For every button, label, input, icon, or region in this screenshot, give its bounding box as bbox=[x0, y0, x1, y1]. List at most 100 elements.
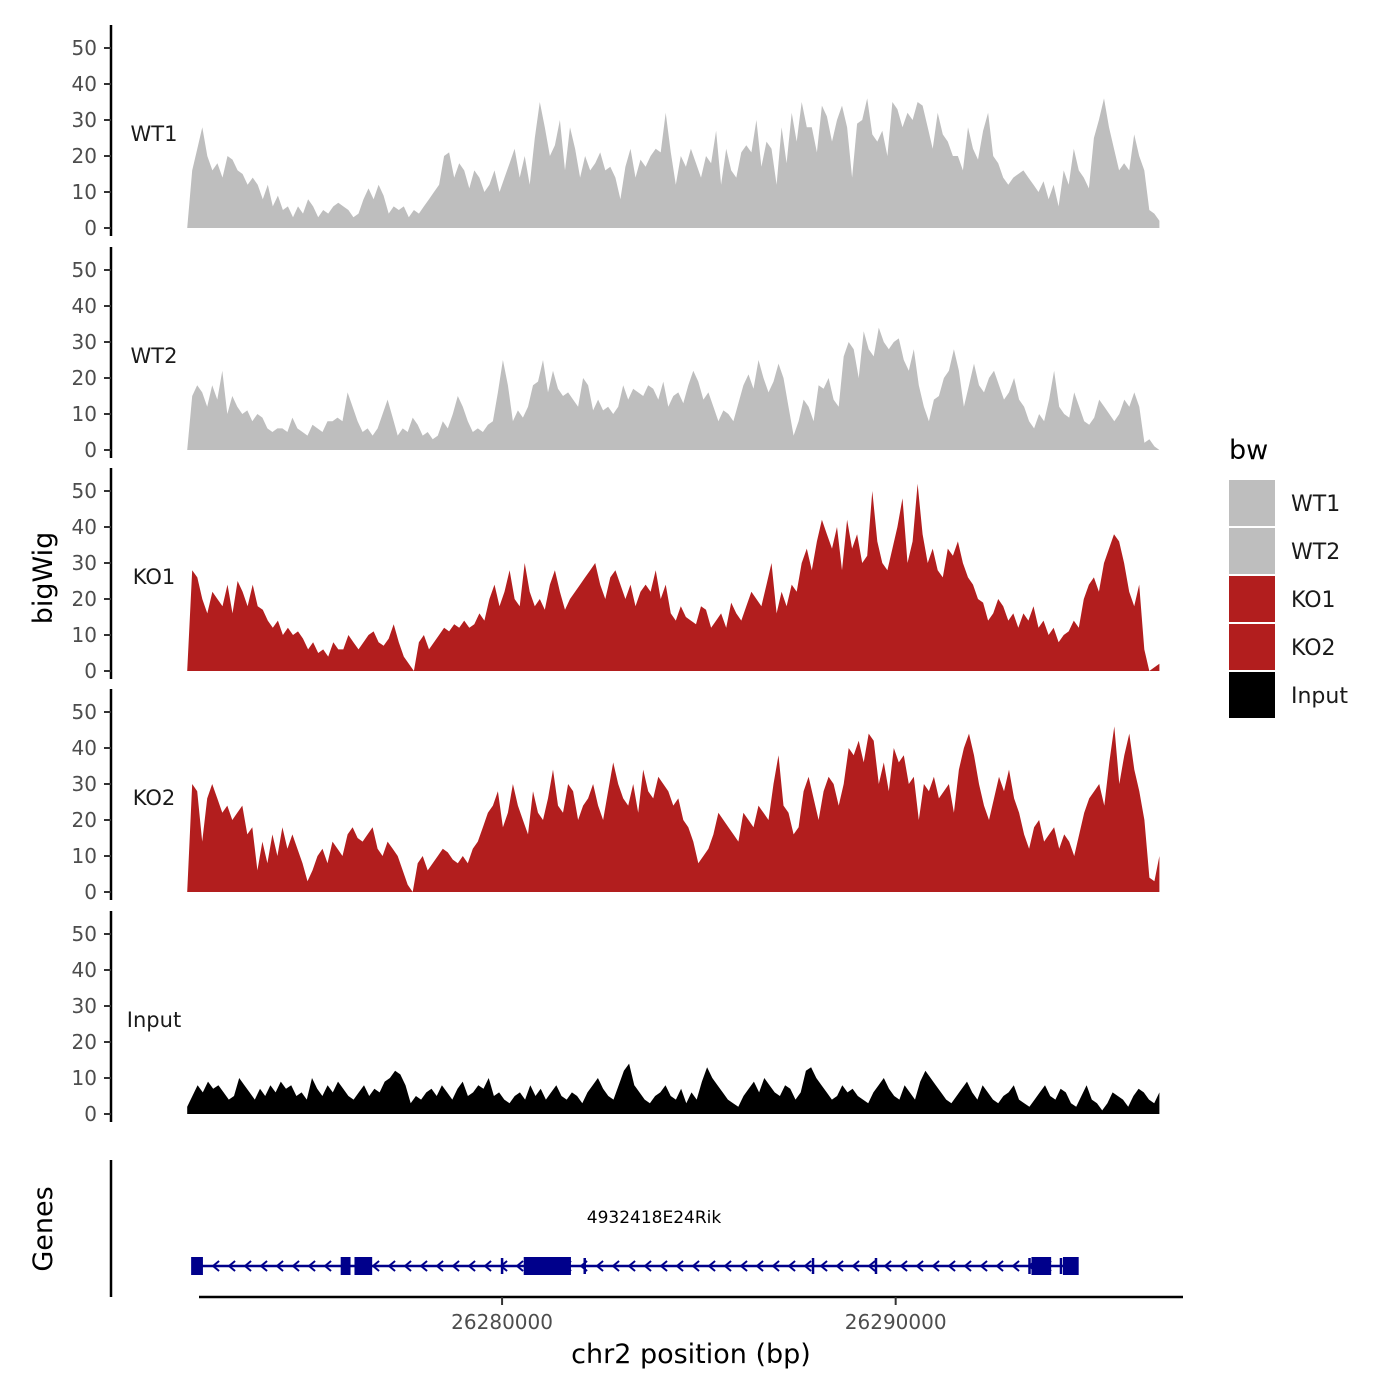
strand-arrow bbox=[787, 1260, 796, 1272]
legend-item-ko2: KO2 bbox=[1229, 624, 1336, 670]
y-tick-label: 10 bbox=[72, 1066, 97, 1090]
y-tick-label: 20 bbox=[72, 587, 97, 611]
strand-arrow bbox=[899, 1260, 908, 1272]
y-tick-label: 40 bbox=[72, 72, 97, 96]
signal-area-wt1 bbox=[187, 98, 1160, 229]
strand-arrow bbox=[739, 1260, 748, 1272]
strand-arrow bbox=[851, 1260, 860, 1272]
strand-arrow bbox=[323, 1260, 332, 1272]
x-tick-label: 26290000 bbox=[845, 1310, 947, 1334]
y-tick-label: 0 bbox=[84, 880, 97, 904]
strand-arrow bbox=[611, 1260, 620, 1272]
strand-arrow bbox=[275, 1260, 284, 1272]
strand-arrow bbox=[995, 1260, 1004, 1272]
gene-model bbox=[191, 1257, 1079, 1275]
strand-arrow bbox=[419, 1260, 428, 1272]
gene-name-label: 4932418E24Rik bbox=[587, 1208, 722, 1228]
y-tick-label: 30 bbox=[72, 551, 97, 575]
strand-arrow bbox=[483, 1260, 492, 1272]
y-tick-label: 10 bbox=[72, 844, 97, 868]
strand-arrow bbox=[931, 1260, 940, 1272]
strand-arrow bbox=[867, 1260, 876, 1272]
strand-arrow bbox=[643, 1260, 652, 1272]
legend-label: KO1 bbox=[1291, 588, 1336, 613]
strand-arrow bbox=[243, 1260, 252, 1272]
legend-label: KO2 bbox=[1291, 636, 1336, 661]
y-tick-label: 40 bbox=[72, 294, 97, 318]
track-label: WT1 bbox=[131, 122, 178, 146]
y-tick-label: 50 bbox=[72, 700, 97, 724]
y-tick-label: 40 bbox=[72, 958, 97, 982]
legend-swatch bbox=[1229, 672, 1275, 718]
legend-item-wt1: WT1 bbox=[1229, 480, 1340, 526]
strand-arrow bbox=[691, 1260, 700, 1272]
y-tick-label: 0 bbox=[84, 659, 97, 683]
y-tick-label: 50 bbox=[72, 258, 97, 282]
signal-area-wt2 bbox=[187, 327, 1160, 450]
y-tick-label: 20 bbox=[72, 366, 97, 390]
y-tick-label: 50 bbox=[72, 922, 97, 946]
strand-arrow bbox=[211, 1260, 220, 1272]
strand-arrow bbox=[1011, 1260, 1020, 1272]
strand-arrow bbox=[675, 1260, 684, 1272]
legend-swatch bbox=[1229, 624, 1275, 670]
track-input: 0 10 20 30 40 50 Input bbox=[72, 911, 1160, 1126]
strand-arrow bbox=[803, 1260, 812, 1272]
track-label: KO1 bbox=[133, 565, 176, 589]
x-tick-label: 26280000 bbox=[451, 1310, 553, 1334]
y-tick-label: 30 bbox=[72, 330, 97, 354]
strand-arrow bbox=[227, 1260, 236, 1272]
legend-item-wt2: WT2 bbox=[1229, 528, 1340, 574]
strand-arrow bbox=[819, 1260, 828, 1272]
legend-item-input: Input bbox=[1229, 672, 1348, 718]
track-wt2: 0 10 20 30 40 50 WT2 bbox=[72, 247, 1160, 462]
gene-exon bbox=[1062, 1257, 1079, 1275]
gene-exon bbox=[191, 1257, 203, 1275]
genes-track-title: Genes bbox=[28, 1186, 59, 1271]
legend-label: WT1 bbox=[1291, 492, 1340, 517]
gene-exon bbox=[340, 1257, 351, 1275]
signal-area-ko2 bbox=[187, 726, 1160, 892]
strand-arrow bbox=[755, 1260, 764, 1272]
legend-swatch bbox=[1229, 528, 1275, 574]
y-tick-label: 40 bbox=[72, 515, 97, 539]
strand-arrow bbox=[771, 1260, 780, 1272]
y-tick-label: 40 bbox=[72, 736, 97, 760]
track-ko2: 0 10 20 30 40 50 KO2 bbox=[72, 689, 1160, 904]
y-tick-label: 20 bbox=[72, 144, 97, 168]
strand-arrow bbox=[403, 1260, 412, 1272]
y-tick-label: 20 bbox=[72, 808, 97, 832]
y-tick-label: 30 bbox=[72, 108, 97, 132]
y-tick-label: 0 bbox=[84, 1102, 97, 1126]
strand-arrow bbox=[947, 1260, 956, 1272]
strand-arrow bbox=[307, 1260, 316, 1272]
legend-label: WT2 bbox=[1291, 540, 1340, 565]
strand-arrow bbox=[883, 1260, 892, 1272]
gene-exon bbox=[523, 1257, 571, 1275]
strand-arrow bbox=[915, 1260, 924, 1272]
strand-arrow bbox=[707, 1260, 716, 1272]
strand-arrow bbox=[387, 1260, 396, 1272]
track-label: Input bbox=[127, 1008, 181, 1032]
legend-swatch bbox=[1229, 576, 1275, 622]
strand-arrow bbox=[515, 1260, 524, 1272]
y-tick-label: 0 bbox=[84, 438, 97, 462]
legend-title: bw bbox=[1229, 435, 1268, 466]
signal-tracks: 0 10 20 30 40 50 WT1 0 10 20 30 40 50 WT2 0 10 20 30 40 50 K… bbox=[72, 25, 1160, 1126]
strand-arrow bbox=[723, 1260, 732, 1272]
gene-annotation-track: Genes 4932418E24Rik bbox=[28, 1160, 1079, 1297]
y-axis-title: bigWig bbox=[28, 532, 59, 625]
x-axis: 26280000 26290000 chr2 position (bp) bbox=[199, 1295, 1183, 1370]
strand-arrow bbox=[259, 1260, 268, 1272]
strand-arrow bbox=[595, 1260, 604, 1272]
strand-arrow bbox=[371, 1260, 380, 1272]
strand-arrow bbox=[627, 1260, 636, 1272]
legend-label: Input bbox=[1291, 684, 1348, 709]
gene-exon bbox=[1031, 1257, 1052, 1275]
y-tick-label: 10 bbox=[72, 180, 97, 204]
y-tick-label: 50 bbox=[72, 479, 97, 503]
strand-arrow bbox=[659, 1260, 668, 1272]
strand-arrow bbox=[291, 1260, 300, 1272]
legend: bw WT1 WT2 KO1 KO2 Input bbox=[1229, 435, 1348, 718]
